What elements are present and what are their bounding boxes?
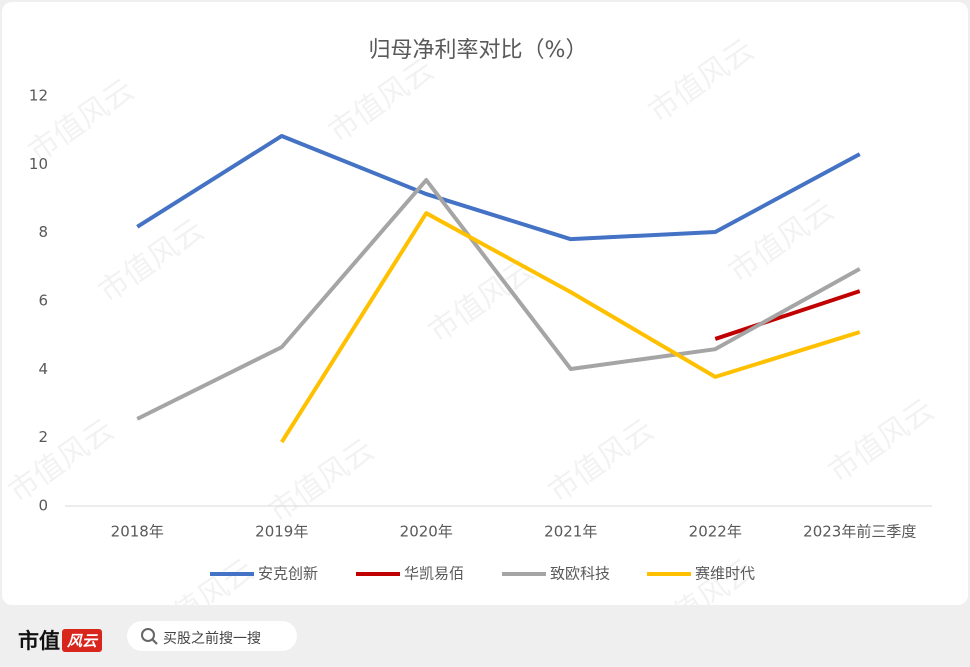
- series-line: [136, 178, 861, 421]
- x-tick-label: 2020年: [400, 523, 453, 541]
- search-icon: [141, 628, 158, 645]
- legend-label: 致欧科技: [550, 565, 610, 583]
- y-tick-label: 4: [38, 360, 48, 378]
- chart-title: 归母净利率对比（%）: [369, 38, 588, 63]
- watermark: 市值风云: [822, 392, 940, 489]
- chart-card: 市值风云 市值风云 市值风云 市值风云 市值风云 市值风云 市值风云 市值风云 市值风云 市值风云…: [2, 2, 968, 605]
- watermark: 市值风云: [2, 412, 120, 509]
- search-placeholder: 买股之前搜一搜: [163, 631, 261, 647]
- legend-label: 华凯易佰: [404, 565, 464, 583]
- watermark: 市值风云: [142, 552, 260, 605]
- y-tick-label: 2: [38, 428, 48, 446]
- x-tick-label: 2023年前三季度: [803, 523, 916, 541]
- watermark: 市值风云: [92, 212, 210, 309]
- y-tick-label: 6: [38, 292, 48, 310]
- logo-text: 市值: [18, 628, 60, 653]
- y-tick-label: 12: [29, 87, 48, 105]
- series-line: [280, 211, 861, 444]
- x-tick-label: 2021年: [544, 523, 597, 541]
- watermark: 市值风云: [722, 192, 840, 289]
- logo-badge: 风云: [62, 629, 103, 652]
- series-line: [136, 133, 861, 242]
- watermark: 市值风云: [322, 52, 440, 149]
- watermark: 市值风云: [542, 412, 660, 509]
- y-tick-label: 8: [38, 223, 48, 241]
- x-tick-label: 2018年: [111, 523, 164, 541]
- legend-label: 安克创新: [258, 565, 318, 583]
- watermark: 市值风云: [262, 432, 380, 529]
- logo: 市值 风云: [18, 625, 103, 655]
- x-tick-label: 2022年: [689, 523, 742, 541]
- y-tick-label: 0: [38, 497, 48, 515]
- watermark: 市值风云: [642, 32, 760, 129]
- legend-label: 赛维时代: [695, 565, 755, 583]
- x-tick-label: 2019年: [255, 523, 308, 541]
- footer: 市值 风云 买股之前搜一搜: [0, 605, 970, 667]
- search-box[interactable]: 买股之前搜一搜: [127, 621, 297, 651]
- series-line: [714, 289, 861, 341]
- y-tick-label: 10: [29, 155, 48, 173]
